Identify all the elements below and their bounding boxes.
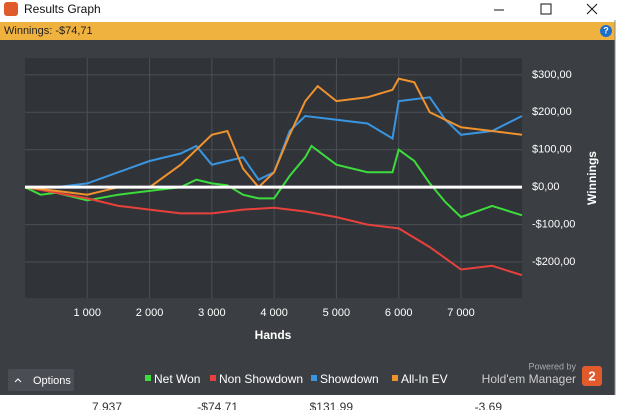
- background-cell: -3,69: [475, 400, 503, 410]
- title-bar: [0, 0, 627, 20]
- background-cell: 7,937: [92, 400, 122, 410]
- plot-area: [25, 58, 522, 298]
- y-axis-label: Winnings: [585, 151, 599, 205]
- options-text: Options: [33, 375, 71, 387]
- legend-swatch: [145, 375, 151, 381]
- x-tick-label: 1 000: [74, 307, 102, 319]
- x-tick-label: 7 000: [447, 307, 475, 319]
- y-tick-label: $100,00: [532, 144, 572, 156]
- series-line: [24, 144, 523, 219]
- x-tick-label: 4 000: [260, 307, 288, 319]
- status-bar: [0, 22, 615, 40]
- close-button[interactable]: [586, 3, 598, 15]
- legend: Net Won Non Showdown Showdown All-In EV: [145, 372, 448, 386]
- series-line: [24, 186, 523, 277]
- brand-logo-text: 2: [588, 368, 595, 383]
- y-tick-label: -$200,00: [532, 256, 575, 268]
- y-tick-label: $300,00: [532, 69, 572, 81]
- status-text: Winnings: -$74,71: [4, 25, 93, 37]
- legend-label: Net Won: [154, 372, 200, 386]
- options-button[interactable]: [8, 369, 74, 391]
- legend-swatch: [210, 375, 216, 381]
- y-tick-label: -$100,00: [532, 219, 575, 231]
- y-tick-label: $200,00: [532, 106, 572, 118]
- x-tick-label: 3 000: [198, 307, 226, 319]
- help-icon-text: ?: [603, 25, 609, 35]
- maximize-button[interactable]: [540, 3, 552, 15]
- brand-logo: [582, 366, 602, 386]
- background-cell: $131,99: [310, 400, 354, 410]
- axes: -$200,00 -$100,00 $0,00 $100,00 $200,00 $300,…: [25, 69, 575, 319]
- powered-by: Powered by: [528, 361, 576, 371]
- legend-label: Non Showdown: [219, 372, 303, 386]
- x-tick-label: 6 000: [385, 307, 413, 319]
- app-icon: [4, 2, 18, 16]
- options-caret: [14, 378, 22, 383]
- background-cell: -$74,71: [197, 400, 238, 410]
- x-tick-label: 2 000: [136, 307, 164, 319]
- x-tick-label: 5 000: [323, 307, 351, 319]
- window-title: Results Graph: [24, 2, 101, 16]
- legend-label: All-In EV: [401, 372, 448, 386]
- legend-swatch: [311, 375, 317, 381]
- legend-label: Showdown: [320, 372, 379, 386]
- brand: Hold'em Manager: [482, 372, 576, 386]
- x-axis-label: Hands: [255, 328, 292, 342]
- help-icon[interactable]: [600, 25, 612, 37]
- y-tick-label: $0,00: [532, 181, 560, 193]
- legend-swatch: [392, 375, 398, 381]
